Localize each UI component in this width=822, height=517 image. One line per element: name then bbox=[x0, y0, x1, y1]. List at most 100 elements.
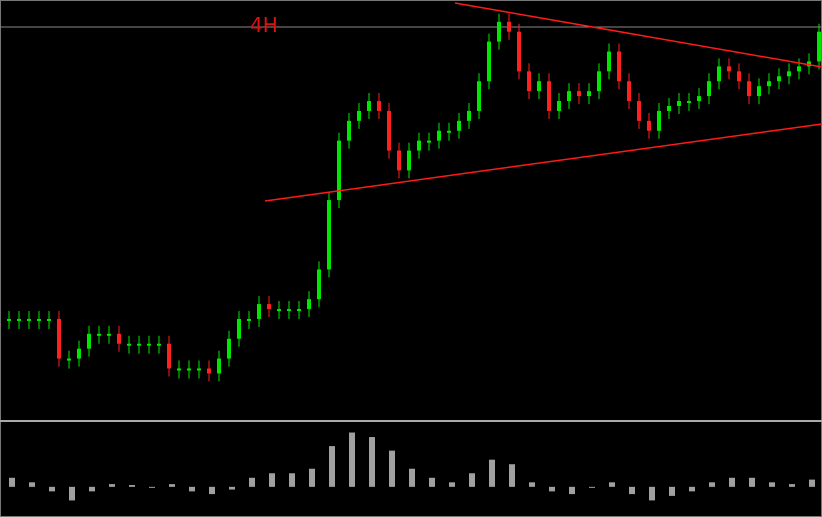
histogram-bar bbox=[409, 468, 415, 487]
candle-body bbox=[57, 318, 61, 359]
candle-body bbox=[107, 333, 111, 336]
histogram-bar bbox=[749, 477, 755, 487]
histogram-bar bbox=[129, 485, 135, 487]
candle-body bbox=[507, 21, 511, 32]
candle-body bbox=[377, 101, 381, 111]
candle-body bbox=[17, 318, 21, 321]
candle-body bbox=[347, 120, 351, 141]
candle-body bbox=[387, 110, 391, 151]
candle-body bbox=[517, 31, 521, 72]
candle-body bbox=[147, 343, 151, 346]
histogram-bar bbox=[789, 484, 795, 487]
candle-body bbox=[807, 61, 811, 67]
candle-body bbox=[157, 343, 161, 346]
candle-body bbox=[527, 71, 531, 92]
histogram-bar bbox=[169, 484, 175, 487]
histogram-bar bbox=[709, 482, 715, 487]
candle-body bbox=[117, 333, 121, 344]
candle-body bbox=[777, 76, 781, 82]
candle-body bbox=[177, 368, 181, 371]
candle-body bbox=[687, 101, 691, 104]
histogram-bar bbox=[69, 486, 75, 501]
candle-body bbox=[87, 333, 91, 349]
candle-body bbox=[577, 91, 581, 97]
histogram-bar bbox=[229, 486, 235, 490]
candle-body bbox=[417, 140, 421, 151]
histogram-bar bbox=[89, 486, 95, 492]
candle-body bbox=[767, 81, 771, 87]
candle-body bbox=[97, 333, 101, 336]
candle-body bbox=[77, 348, 81, 359]
candle-body bbox=[637, 101, 641, 121]
histogram-bar bbox=[189, 486, 195, 492]
histogram-bar bbox=[269, 473, 275, 487]
candle-body bbox=[127, 343, 131, 346]
candle-body bbox=[287, 309, 291, 312]
histogram-bar bbox=[509, 464, 515, 487]
histogram-bar bbox=[349, 432, 355, 487]
candle-body bbox=[817, 31, 821, 62]
candle-body bbox=[257, 304, 261, 319]
candle-body bbox=[187, 368, 191, 371]
histogram-bar bbox=[629, 486, 635, 495]
candle-body bbox=[227, 338, 231, 359]
histogram-bar bbox=[669, 486, 675, 496]
histogram-bar bbox=[769, 482, 775, 487]
candle-body bbox=[617, 51, 621, 82]
histogram-bar bbox=[369, 437, 375, 487]
candle-body bbox=[717, 66, 721, 82]
candle-body bbox=[357, 110, 361, 121]
histogram-bar bbox=[329, 446, 335, 487]
histogram-bar bbox=[289, 473, 295, 487]
candle-body bbox=[427, 140, 431, 143]
candle-body bbox=[607, 51, 611, 72]
candle-body bbox=[367, 101, 371, 111]
candle-body bbox=[657, 110, 661, 131]
histogram-bar bbox=[589, 486, 595, 488]
chart-title: 4H bbox=[250, 13, 278, 37]
candle-body bbox=[37, 318, 41, 321]
histogram-bar bbox=[689, 486, 695, 492]
histogram-bar bbox=[609, 482, 615, 487]
candle-body bbox=[557, 101, 561, 111]
histogram-bar bbox=[549, 486, 555, 492]
candle-body bbox=[27, 318, 31, 321]
candle-body bbox=[757, 86, 761, 97]
histogram-bar bbox=[209, 486, 215, 495]
candle-body bbox=[397, 150, 401, 171]
candle-body bbox=[447, 130, 451, 133]
trend-line bbox=[264, 123, 822, 202]
histogram-bar bbox=[249, 477, 255, 487]
candle-body bbox=[567, 91, 571, 102]
histogram-bar bbox=[389, 450, 395, 487]
candle-body bbox=[247, 318, 251, 321]
histogram-bar bbox=[9, 477, 15, 487]
candle-body bbox=[547, 81, 551, 111]
candle-body bbox=[677, 101, 681, 106]
histogram-bar bbox=[309, 468, 315, 487]
candle-body bbox=[487, 41, 491, 82]
histogram-bar bbox=[429, 477, 435, 487]
candle-body bbox=[217, 358, 221, 374]
candle-body bbox=[307, 299, 311, 310]
candle-body bbox=[647, 120, 651, 131]
histogram-bar bbox=[49, 486, 55, 492]
candle-body bbox=[697, 96, 701, 102]
candle-body bbox=[167, 343, 171, 369]
candle-body bbox=[497, 21, 501, 42]
candle-body bbox=[587, 91, 591, 97]
candle-body bbox=[197, 368, 201, 371]
candle-body bbox=[537, 81, 541, 92]
candle-body bbox=[327, 200, 331, 270]
candle-body bbox=[747, 81, 751, 97]
candle-body bbox=[707, 81, 711, 97]
candle-body bbox=[737, 71, 741, 82]
histogram-bar bbox=[29, 482, 35, 487]
histogram-bar bbox=[649, 486, 655, 501]
histogram-bar bbox=[449, 482, 455, 487]
candle-body bbox=[627, 81, 631, 102]
histogram-bar bbox=[469, 473, 475, 487]
candle-body bbox=[477, 81, 481, 111]
